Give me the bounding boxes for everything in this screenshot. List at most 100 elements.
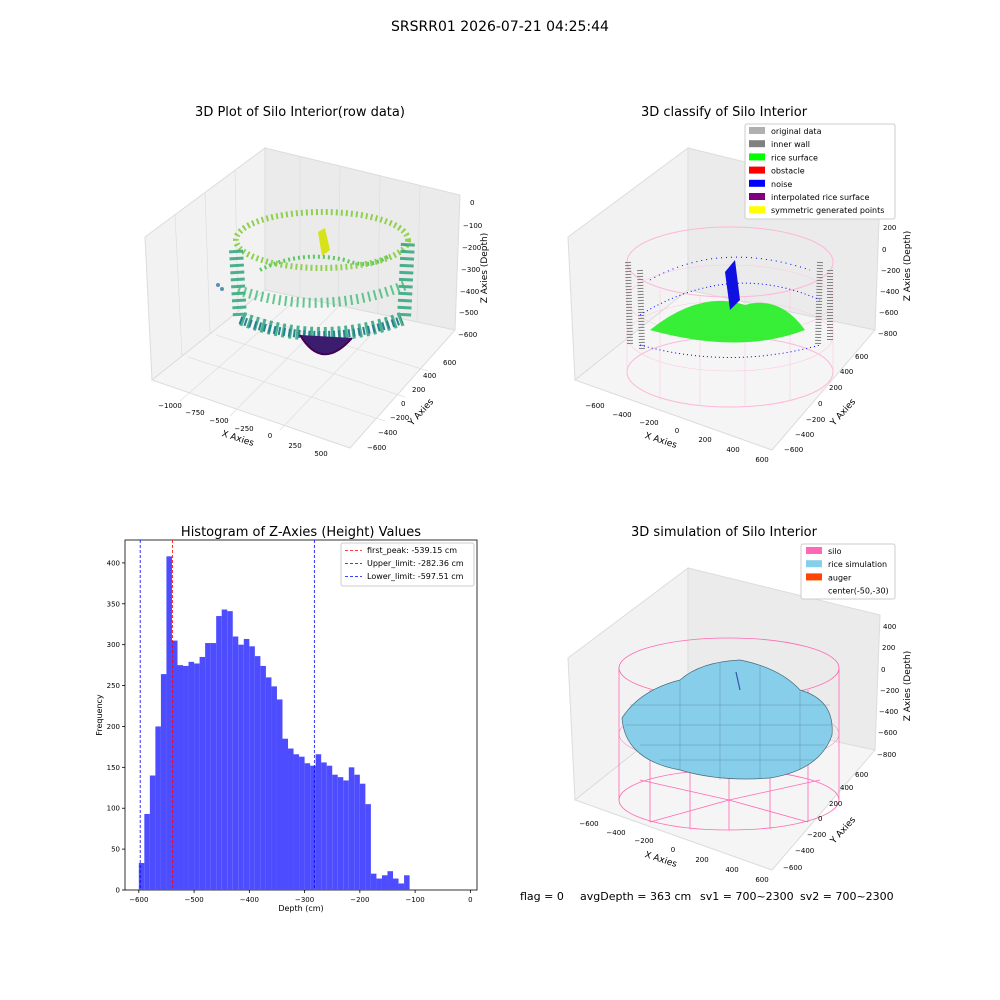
simulation-x-tick: 200 bbox=[695, 856, 708, 864]
simulation-z-tick: −800 bbox=[877, 751, 896, 759]
histogram-bar bbox=[276, 699, 283, 890]
classify-x-tick: 600 bbox=[755, 456, 768, 464]
histogram-bar bbox=[221, 609, 228, 890]
status-avg-depth: avgDepth = 363 cm bbox=[580, 890, 691, 903]
status-sv1: sv1 = 700~2300 bbox=[700, 890, 794, 903]
simulation-y-tick: 200 bbox=[829, 800, 842, 808]
histogram-bar bbox=[177, 665, 184, 890]
histogram-x-tick-label: −400 bbox=[240, 896, 259, 904]
histogram-y-tick-label: 200 bbox=[107, 723, 120, 731]
simulation-y-tick: 600 bbox=[855, 771, 868, 779]
panel-classify-3d: 3D classify of Silo Interior bbox=[567, 105, 913, 464]
legend-label: original data bbox=[771, 127, 822, 136]
classify-legend: original data inner wall rice surface obsta… bbox=[744, 123, 896, 220]
simulation-title: 3D simulation of Silo Interior bbox=[631, 525, 818, 540]
legend-label: inner wall bbox=[771, 140, 810, 149]
histogram-bar bbox=[376, 878, 382, 890]
classify-z-tick: −600 bbox=[879, 309, 898, 317]
histogram-bar bbox=[271, 686, 277, 890]
histogram-y-tick-label: 250 bbox=[107, 682, 120, 690]
histogram-bar bbox=[238, 644, 244, 890]
legend-label: center(-50,-30) bbox=[828, 587, 889, 596]
simulation-legend-box bbox=[800, 543, 896, 600]
classify-z-tick: −800 bbox=[878, 330, 897, 338]
histogram-bar bbox=[404, 875, 410, 890]
classify-z-tick: 200 bbox=[883, 224, 896, 232]
classify-z-label: Z Axies (Depth) bbox=[903, 231, 913, 302]
histogram-x-ticks: −600 −500 −400 −300 −200 −100 0 bbox=[129, 890, 473, 904]
histogram-bar bbox=[254, 656, 261, 890]
histogram-x-tick-label: −300 bbox=[295, 896, 314, 904]
simulation-z-tick: 400 bbox=[883, 623, 896, 631]
simulation-y-tick: 0 bbox=[818, 815, 822, 823]
classify-x-tick: 400 bbox=[726, 446, 739, 454]
simulation-y-tick: 400 bbox=[840, 784, 853, 792]
histogram-bar bbox=[205, 643, 211, 890]
simulation-legend-items: silo rice simulation auger center(-50,-30) bbox=[806, 547, 889, 596]
panel-raw-title: 3D Plot of Silo Interior(row data) bbox=[195, 105, 405, 120]
histogram-bar bbox=[227, 611, 233, 890]
simulation-x-tick: 0 bbox=[671, 846, 675, 854]
simulation-x-tick: 400 bbox=[725, 866, 738, 874]
histogram-bar bbox=[194, 663, 200, 890]
histogram-y-ticks: 0 50 100 150 200 250 300 350 400 bbox=[107, 559, 125, 895]
classify-point-cloud bbox=[625, 256, 833, 358]
legend-label: symmetric generated points bbox=[771, 206, 884, 215]
histogram-bar bbox=[210, 643, 217, 890]
histogram-bar bbox=[381, 875, 388, 890]
histogram-y-tick-label: 350 bbox=[107, 600, 120, 608]
histogram-bar bbox=[183, 665, 189, 890]
histogram-y-tick-label: 150 bbox=[107, 764, 120, 772]
histogram-x-tick-label: 0 bbox=[468, 896, 472, 904]
histogram-bar bbox=[144, 813, 150, 890]
legend-swatch bbox=[749, 127, 765, 134]
histogram-bar bbox=[188, 661, 195, 890]
histogram-y-tick-label: 50 bbox=[111, 846, 120, 854]
legend-label: obstacle bbox=[771, 167, 805, 176]
histogram-bar bbox=[343, 780, 349, 890]
histogram-legend-box bbox=[340, 542, 475, 587]
simulation-x-tick: −200 bbox=[634, 837, 653, 845]
histogram-legend-label: Upper_limit: -282.36 cm bbox=[367, 559, 464, 568]
simulation-z-tick: −400 bbox=[879, 708, 898, 716]
classify-legend-box bbox=[744, 123, 896, 220]
histogram-bar bbox=[232, 636, 239, 890]
histogram-x-tick-label: −100 bbox=[405, 896, 424, 904]
simulation-y-tick: −200 bbox=[807, 831, 826, 839]
raw-x-tick: 250 bbox=[288, 442, 301, 450]
legend-swatch bbox=[749, 153, 765, 161]
legend-label: noise bbox=[771, 180, 792, 189]
raw-z-tick: −300 bbox=[461, 266, 480, 274]
simulation-legend: silo rice simulation auger center(-50,-30) bbox=[800, 543, 896, 600]
classify-x-tick: −600 bbox=[585, 402, 604, 410]
histogram-bar bbox=[138, 863, 145, 890]
simulation-surface-mesh bbox=[625, 662, 832, 780]
raw-x-tick: 0 bbox=[268, 432, 272, 440]
classify-y-tick: −200 bbox=[806, 416, 825, 424]
histogram-y-tick-label: 400 bbox=[107, 559, 120, 567]
histogram-bar bbox=[282, 738, 289, 890]
histogram-bar bbox=[398, 883, 405, 890]
histogram-bar bbox=[315, 754, 322, 890]
histogram-bar bbox=[354, 774, 360, 890]
simulation-y-tick: −600 bbox=[783, 864, 802, 872]
histogram-bar bbox=[310, 765, 316, 890]
raw-x-tick: 500 bbox=[314, 450, 327, 458]
histogram-bar bbox=[359, 783, 366, 890]
histogram-legend-label: first_peak: -539.15 cm bbox=[367, 546, 457, 555]
histogram-bar bbox=[160, 674, 167, 890]
simulation-z-tick: −600 bbox=[878, 729, 897, 737]
classify-y-tick: 200 bbox=[829, 384, 842, 392]
legend-swatch bbox=[806, 573, 822, 581]
histogram-bar bbox=[387, 871, 394, 890]
legend-label: rice surface bbox=[771, 153, 818, 162]
classify-z-tick: 0 bbox=[882, 246, 886, 254]
histogram-bar bbox=[243, 638, 250, 890]
raw-point-cloud bbox=[216, 209, 415, 356]
histogram-y-tick-label: 100 bbox=[107, 805, 120, 813]
simulation-x-tick: −400 bbox=[606, 829, 625, 837]
raw-x-tick: −1000 bbox=[158, 402, 182, 410]
raw-z-tick: −100 bbox=[463, 222, 482, 230]
legend-swatch bbox=[806, 560, 822, 568]
classify-x-tick: −200 bbox=[639, 419, 658, 427]
